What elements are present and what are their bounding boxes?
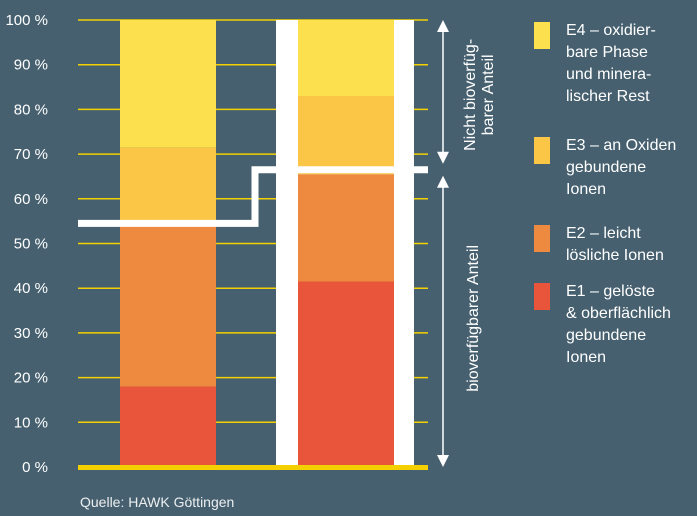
y-tick-label: 50 % [14, 236, 48, 253]
legend-label: gebundene [566, 159, 646, 176]
non-bioavailable-label: Nicht bioverfüg- [462, 39, 479, 151]
bioavailable-arrow-head-up [437, 176, 449, 188]
y-tick-label: 60 % [14, 191, 48, 208]
legend-label: E1 – gelöste [566, 283, 655, 300]
bar-segment-e4-bar1 [120, 20, 216, 147]
y-tick-label: 90 % [14, 57, 48, 74]
legend-label: lischer Rest [566, 88, 650, 105]
legend-swatch [534, 22, 550, 49]
legend-label: und minera- [566, 66, 651, 83]
y-tick-label: 10 % [14, 414, 48, 431]
bar-segment-e1-bar1 [120, 387, 216, 467]
legend-label: E3 – an Oxiden [566, 137, 676, 154]
legend-label: gebundene [566, 327, 646, 344]
y-tick-label: 20 % [14, 370, 48, 387]
legend-label: Ionen [566, 349, 606, 366]
legend-swatch [534, 225, 550, 252]
bar-segment-e2-bar2 [298, 174, 394, 281]
source-note: Quelle: HAWK Göttingen [80, 494, 234, 510]
y-tick-label: 80 % [14, 101, 48, 118]
bar-segment-e2-bar1 [120, 226, 216, 387]
bioavailable-label: bioverfügbarer Anteil [465, 245, 482, 392]
legend-label: lösliche Ionen [566, 247, 664, 264]
bar-segment-e1-bar2 [298, 281, 394, 467]
legend-swatch [534, 283, 550, 310]
baseline [78, 465, 428, 470]
y-tick-label: 70 % [14, 146, 48, 163]
non-bioavailable-label: barer Anteil [480, 54, 497, 135]
bioavailable-arrow-head-down [437, 455, 449, 467]
legend-label: E4 – oxidier- [566, 22, 656, 39]
y-tick-label: 40 % [14, 280, 48, 297]
bar-segment-e4-bar2 [298, 20, 394, 96]
bar-segment-e3-bar1 [120, 147, 216, 225]
non-bioavailable-arrow-head-up [437, 20, 449, 32]
legend-swatch [534, 137, 550, 164]
legend-label: Ionen [566, 181, 606, 198]
legend-label: E2 – leicht [566, 225, 641, 242]
legend-label: bare Phase [566, 44, 648, 61]
y-tick-label: 30 % [14, 325, 48, 342]
bar-segment-e3-bar2 [298, 96, 394, 174]
y-tick-label: 100 % [5, 12, 48, 29]
legend-label: & oberflächlich [566, 305, 671, 322]
y-tick-label: 0 % [22, 459, 48, 476]
non-bioavailable-arrow-head-down [437, 152, 449, 164]
